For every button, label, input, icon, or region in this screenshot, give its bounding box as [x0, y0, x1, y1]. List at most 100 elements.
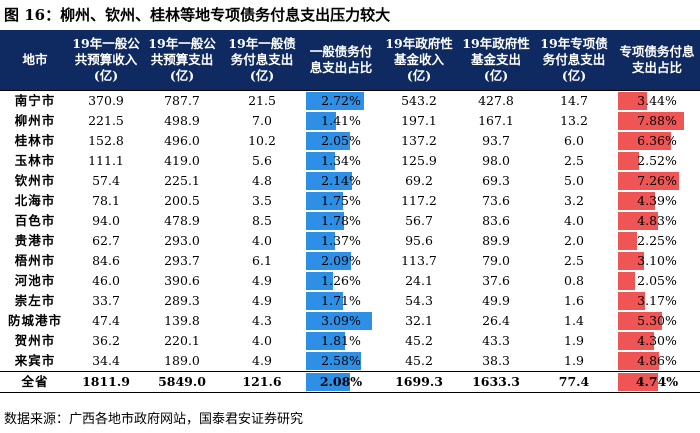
city-cell: 梧州市	[14, 253, 56, 268]
general-expenditure-cell: 139.8	[164, 313, 200, 328]
table-row: 河池市 46.0 390.6 4.9 1.26% 24.1 37.6 0.8 2.05%	[0, 271, 700, 291]
general-revenue-cell: 152.8	[88, 133, 124, 148]
special-interest-cell: 14.7	[534, 90, 614, 111]
general-expenditure-cell: 293.7	[164, 253, 200, 268]
figure-title: 图 16：柳州、钦州、桂林等地专项债务付息支出压力较大	[4, 6, 391, 24]
general-interest-cell: 4.9	[252, 353, 272, 368]
fund-expenditure-cell: 427.8	[458, 90, 534, 111]
header-city: 地市	[0, 30, 70, 91]
general-interest-cell: 6.1	[252, 253, 272, 268]
general-ratio-bar	[306, 252, 351, 270]
general-expenditure-cell: 189.0	[164, 353, 200, 368]
general-expenditure-cell: 289.3	[164, 293, 200, 308]
general-interest-cell: 7.0	[252, 113, 272, 128]
ratio-label: 1.71%	[321, 293, 361, 308]
general-interest-cell: 4.0	[252, 233, 272, 248]
general-ratio-bar	[306, 172, 352, 190]
special-ratio-bar	[618, 272, 635, 290]
general-ratio-bar	[306, 373, 350, 391]
fund-revenue-cell: 543.2	[380, 90, 458, 111]
city-cell: 贺州市	[14, 333, 56, 348]
general-expenditure-cell: 225.1	[164, 173, 200, 188]
ratio-bar-wrap: 2.72%	[302, 91, 380, 111]
header-special-interest: 19年专项债务付息支出(亿)	[534, 30, 614, 91]
fund-expenditure-cell: 37.6	[482, 273, 510, 288]
fund-revenue-cell: 125.9	[401, 153, 437, 168]
general-ratio-bar	[306, 212, 344, 230]
ratio-bar-wrap: 7.26%	[614, 171, 700, 191]
general-expenditure-cell: 5849.0	[142, 371, 222, 393]
general-ratio-cell: 1.34%	[302, 151, 380, 171]
special-ratio-cell: 4.86%	[614, 351, 700, 372]
city-cell: 北海市	[14, 193, 56, 208]
ratio-label: 2.09%	[321, 253, 361, 268]
special-interest-cell: 3.2	[564, 193, 584, 208]
general-ratio-bar	[306, 272, 333, 290]
ratio-label: 6.36%	[637, 133, 677, 148]
ratio-label: 1.34%	[321, 153, 361, 168]
ratio-label: 2.52%	[637, 153, 677, 168]
ratio-label: 4.30%	[637, 333, 677, 348]
special-ratio-bar	[618, 172, 679, 190]
general-ratio-bar	[306, 352, 361, 370]
ratio-label: 7.26%	[637, 173, 677, 188]
total-row: 全省 1811.9 5849.0 121.6 2.08% 1699.3 1633.3 77.4…	[0, 371, 700, 393]
special-ratio-bar	[618, 352, 659, 370]
ratio-bar-wrap: 2.14%	[302, 171, 380, 191]
ratio-bar-wrap: 1.34%	[302, 151, 380, 171]
ratio-bar-wrap: 4.83%	[614, 211, 700, 231]
city-cell: 崇左市	[14, 293, 56, 308]
table-row: 桂林市 152.8 496.0 10.2 2.05% 137.2 93.7 6.0 6.36%	[0, 131, 700, 151]
general-revenue-cell: 47.4	[92, 313, 120, 328]
special-interest-cell: 0.8	[564, 273, 584, 288]
table-row: 贵港市 62.7 293.0 4.0 1.37% 95.6 89.9 2.0 2.25%	[0, 231, 700, 251]
general-interest-cell: 21.5	[222, 90, 302, 111]
fund-expenditure-cell: 43.3	[482, 333, 510, 348]
general-ratio-cell: 1.71%	[302, 291, 380, 311]
ratio-bar-wrap: 3.10%	[614, 251, 700, 271]
special-interest-cell: 77.4	[534, 371, 614, 393]
special-interest-cell: 2.5	[564, 153, 584, 168]
ratio-bar-wrap: 4.30%	[614, 331, 700, 351]
ratio-bar-wrap: 2.05%	[614, 271, 700, 291]
header-fund-revenue: 19年政府性基金收入(亿)	[380, 30, 458, 91]
header-special-ratio: 专项债务付息支出占比	[614, 30, 700, 91]
ratio-bar-wrap: 1.75%	[302, 191, 380, 211]
special-ratio-cell: 7.26%	[614, 171, 700, 191]
general-ratio-bar	[306, 92, 364, 110]
general-ratio-cell: 2.05%	[302, 131, 380, 151]
ratio-bar-wrap: 3.09%	[302, 311, 380, 331]
special-ratio-cell: 3.10%	[614, 251, 700, 271]
general-revenue-cell: 221.5	[88, 113, 124, 128]
special-ratio-bar	[618, 112, 684, 130]
special-ratio-bar	[618, 132, 671, 150]
general-ratio-bar	[306, 332, 345, 350]
fund-revenue-cell: 24.1	[405, 273, 433, 288]
general-revenue-cell: 111.1	[88, 153, 124, 168]
general-expenditure-cell: 293.0	[164, 233, 200, 248]
ratio-label: 2.14%	[321, 173, 361, 188]
city-cell: 全省	[0, 371, 70, 393]
special-ratio-bar	[618, 252, 644, 270]
ratio-bar-wrap: 2.52%	[614, 151, 700, 171]
fund-revenue-cell: 95.6	[405, 233, 433, 248]
fund-revenue-cell: 117.2	[401, 193, 437, 208]
general-ratio-cell: 3.09%	[302, 311, 380, 331]
general-expenditure-cell: 200.5	[164, 193, 200, 208]
table-row: 来宾市 34.4 189.0 4.9 2.58% 45.2 38.3 1.9 4.86%	[0, 351, 700, 372]
fund-expenditure-cell: 93.7	[482, 133, 510, 148]
general-ratio-cell: 2.14%	[302, 171, 380, 191]
general-ratio-cell: 2.08%	[302, 371, 380, 393]
table-row: 梧州市 84.6 293.7 6.1 2.09% 113.7 79.0 2.5 3.10%	[0, 251, 700, 271]
ratio-bar-wrap: 2.08%	[302, 372, 380, 392]
general-ratio-bar	[306, 152, 335, 170]
general-ratio-bar	[306, 312, 372, 330]
table-row: 崇左市 33.7 289.3 4.9 1.71% 54.3 49.9 1.6 3.17%	[0, 291, 700, 311]
special-interest-cell: 1.4	[564, 313, 584, 328]
special-interest-cell: 6.0	[564, 133, 584, 148]
special-ratio-cell: 2.52%	[614, 151, 700, 171]
fund-expenditure-cell: 79.0	[482, 253, 510, 268]
ratio-bar-wrap: 1.41%	[302, 111, 380, 131]
ratio-label: 3.09%	[321, 313, 361, 328]
general-revenue-cell: 370.9	[70, 90, 142, 111]
